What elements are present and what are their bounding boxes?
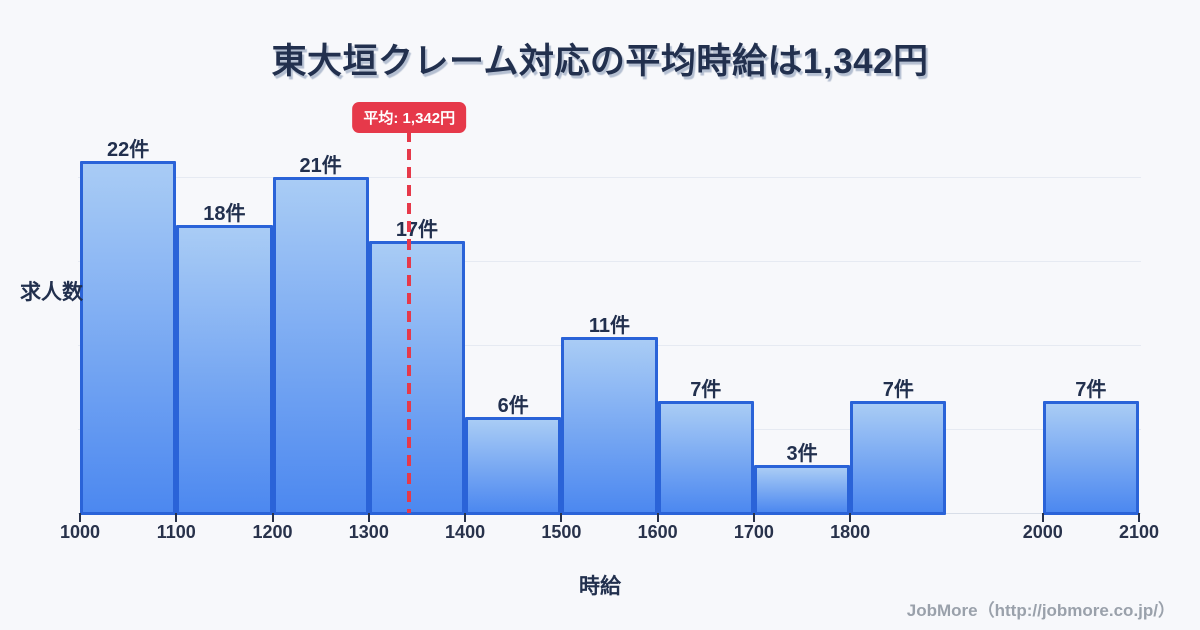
histogram-bar bbox=[465, 417, 562, 515]
x-tick-label: 1600 bbox=[637, 522, 678, 542]
x-tick-label: 2000 bbox=[1022, 522, 1063, 542]
bar-value-label: 11件 bbox=[588, 315, 631, 337]
x-tick-label: 1100 bbox=[156, 522, 196, 542]
bar-value-label: 3件 bbox=[786, 443, 818, 465]
histogram-bar bbox=[176, 225, 273, 515]
x-tick-label: 1400 bbox=[445, 522, 486, 542]
x-tick bbox=[464, 513, 467, 522]
histogram-bar bbox=[1042, 401, 1139, 515]
average-badge: 平均: 1,342円 bbox=[352, 102, 467, 133]
histogram-bar bbox=[753, 465, 851, 515]
x-tick bbox=[849, 513, 852, 522]
x-tick bbox=[79, 513, 81, 522]
bar-value-label: 21件 bbox=[299, 155, 342, 177]
bar-value-label: 6件 bbox=[497, 395, 529, 417]
bar-value-label: 17件 bbox=[395, 219, 439, 241]
x-tick bbox=[1138, 513, 1140, 522]
x-tick-label: 1800 bbox=[830, 522, 871, 542]
x-tick-label: 1000 bbox=[59, 522, 101, 542]
x-tick bbox=[1041, 513, 1044, 522]
x-tick bbox=[656, 513, 659, 522]
x-tick-label: 2100 bbox=[1118, 522, 1160, 542]
histogram-bar bbox=[850, 401, 947, 515]
gridline bbox=[78, 261, 1141, 262]
histogram-bar bbox=[657, 401, 754, 515]
x-tick bbox=[367, 513, 370, 522]
x-tick-label: 1300 bbox=[348, 522, 389, 542]
average-line bbox=[407, 131, 412, 513]
x-tick-label: 1700 bbox=[733, 522, 774, 542]
x-tick-label: 1500 bbox=[541, 522, 582, 542]
x-tick bbox=[752, 513, 755, 522]
chart-title: 東大垣クレーム対応の平均時給は1,342円 bbox=[271, 42, 929, 81]
histogram-bar bbox=[272, 177, 369, 515]
x-axis-title: 時給 bbox=[579, 575, 621, 598]
x-tick bbox=[271, 513, 274, 522]
bar-value-label: 7件 bbox=[690, 379, 722, 401]
gridline bbox=[78, 177, 1141, 178]
footer-credit: JobMore（http://jobmore.co.jp/） bbox=[906, 601, 1175, 620]
histogram-bar bbox=[561, 337, 658, 515]
histogram-bar bbox=[368, 241, 466, 515]
x-tick bbox=[175, 513, 178, 522]
bar-value-label: 7件 bbox=[1075, 379, 1107, 401]
x-tick-label: 1200 bbox=[252, 522, 293, 542]
bar-value-label: 18件 bbox=[203, 203, 246, 225]
bar-value-label: 7件 bbox=[882, 379, 914, 401]
histogram-bar bbox=[80, 161, 177, 515]
bar-value-label: 22件 bbox=[107, 139, 150, 161]
y-axis-title: 求人数 bbox=[20, 281, 83, 304]
x-tick bbox=[560, 513, 563, 522]
